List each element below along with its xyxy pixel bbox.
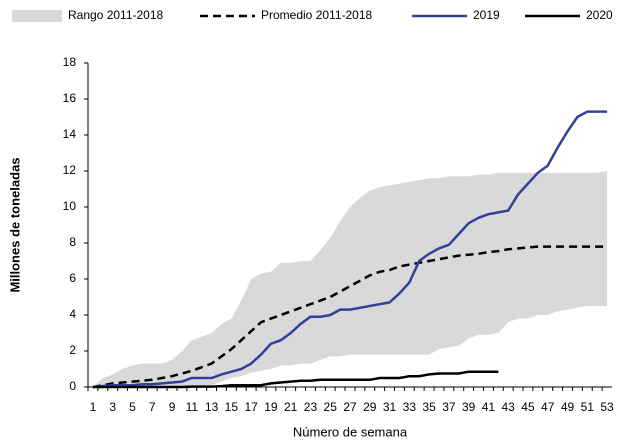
y-tick-label: 12 <box>63 163 77 177</box>
x-tick-label: 23 <box>304 400 318 414</box>
series-line <box>92 370 499 389</box>
x-tick-label: 31 <box>383 400 397 414</box>
x-tick-label: 19 <box>264 400 278 414</box>
y-tick-label: 16 <box>63 91 77 105</box>
x-tick-label: 41 <box>482 400 496 414</box>
x-tick-label: 17 <box>244 400 258 414</box>
legend-label: 2019 <box>473 8 500 22</box>
y-tick-label: 6 <box>69 271 76 285</box>
y-tick-label: 2 <box>69 343 76 357</box>
legend-label: Rango 2011-2018 <box>68 8 164 22</box>
x-tick-label: 29 <box>363 400 377 414</box>
x-tick-label: 3 <box>109 400 116 414</box>
x-tick-label: 35 <box>422 400 436 414</box>
x-tick-label: 5 <box>129 400 136 414</box>
x-tick-label: 21 <box>284 400 298 414</box>
x-tick-label: 25 <box>324 400 338 414</box>
y-tick-label: 4 <box>69 307 76 321</box>
x-tick-label: 53 <box>600 400 614 414</box>
x-axis-title: Número de semana <box>293 424 408 439</box>
x-tick-label: 47 <box>541 400 555 414</box>
x-tick-label: 51 <box>581 400 595 414</box>
y-axis-title: Millones de toneladas <box>7 157 22 292</box>
x-tick-label: 45 <box>521 400 535 414</box>
x-tick-label: 27 <box>343 400 357 414</box>
x-tick-label: 7 <box>149 400 156 414</box>
y-tick-label: 8 <box>69 235 76 249</box>
x-tick-label: 9 <box>169 400 176 414</box>
y-tick-label: 18 <box>63 55 77 69</box>
legend-swatch <box>12 10 62 22</box>
x-tick-label: 13 <box>205 400 219 414</box>
legend-label: 2020 <box>586 8 613 22</box>
y-tick-label: 0 <box>69 379 76 393</box>
x-tick-label: 1 <box>90 400 97 414</box>
x-tick-label: 11 <box>186 400 199 414</box>
legend-label: Promedio 2011-2018 <box>261 8 373 22</box>
x-tick-label: 33 <box>403 400 417 414</box>
x-tick-label: 43 <box>502 400 516 414</box>
series-line <box>92 110 608 389</box>
x-tick-label: 49 <box>561 400 575 414</box>
range-band <box>92 171 608 387</box>
x-tick-label: 39 <box>462 400 476 414</box>
x-tick-label: 15 <box>225 400 239 414</box>
y-tick-label: 10 <box>63 199 77 213</box>
series-line <box>92 245 608 389</box>
y-tick-label: 14 <box>63 127 77 141</box>
x-tick-label: 37 <box>442 400 456 414</box>
